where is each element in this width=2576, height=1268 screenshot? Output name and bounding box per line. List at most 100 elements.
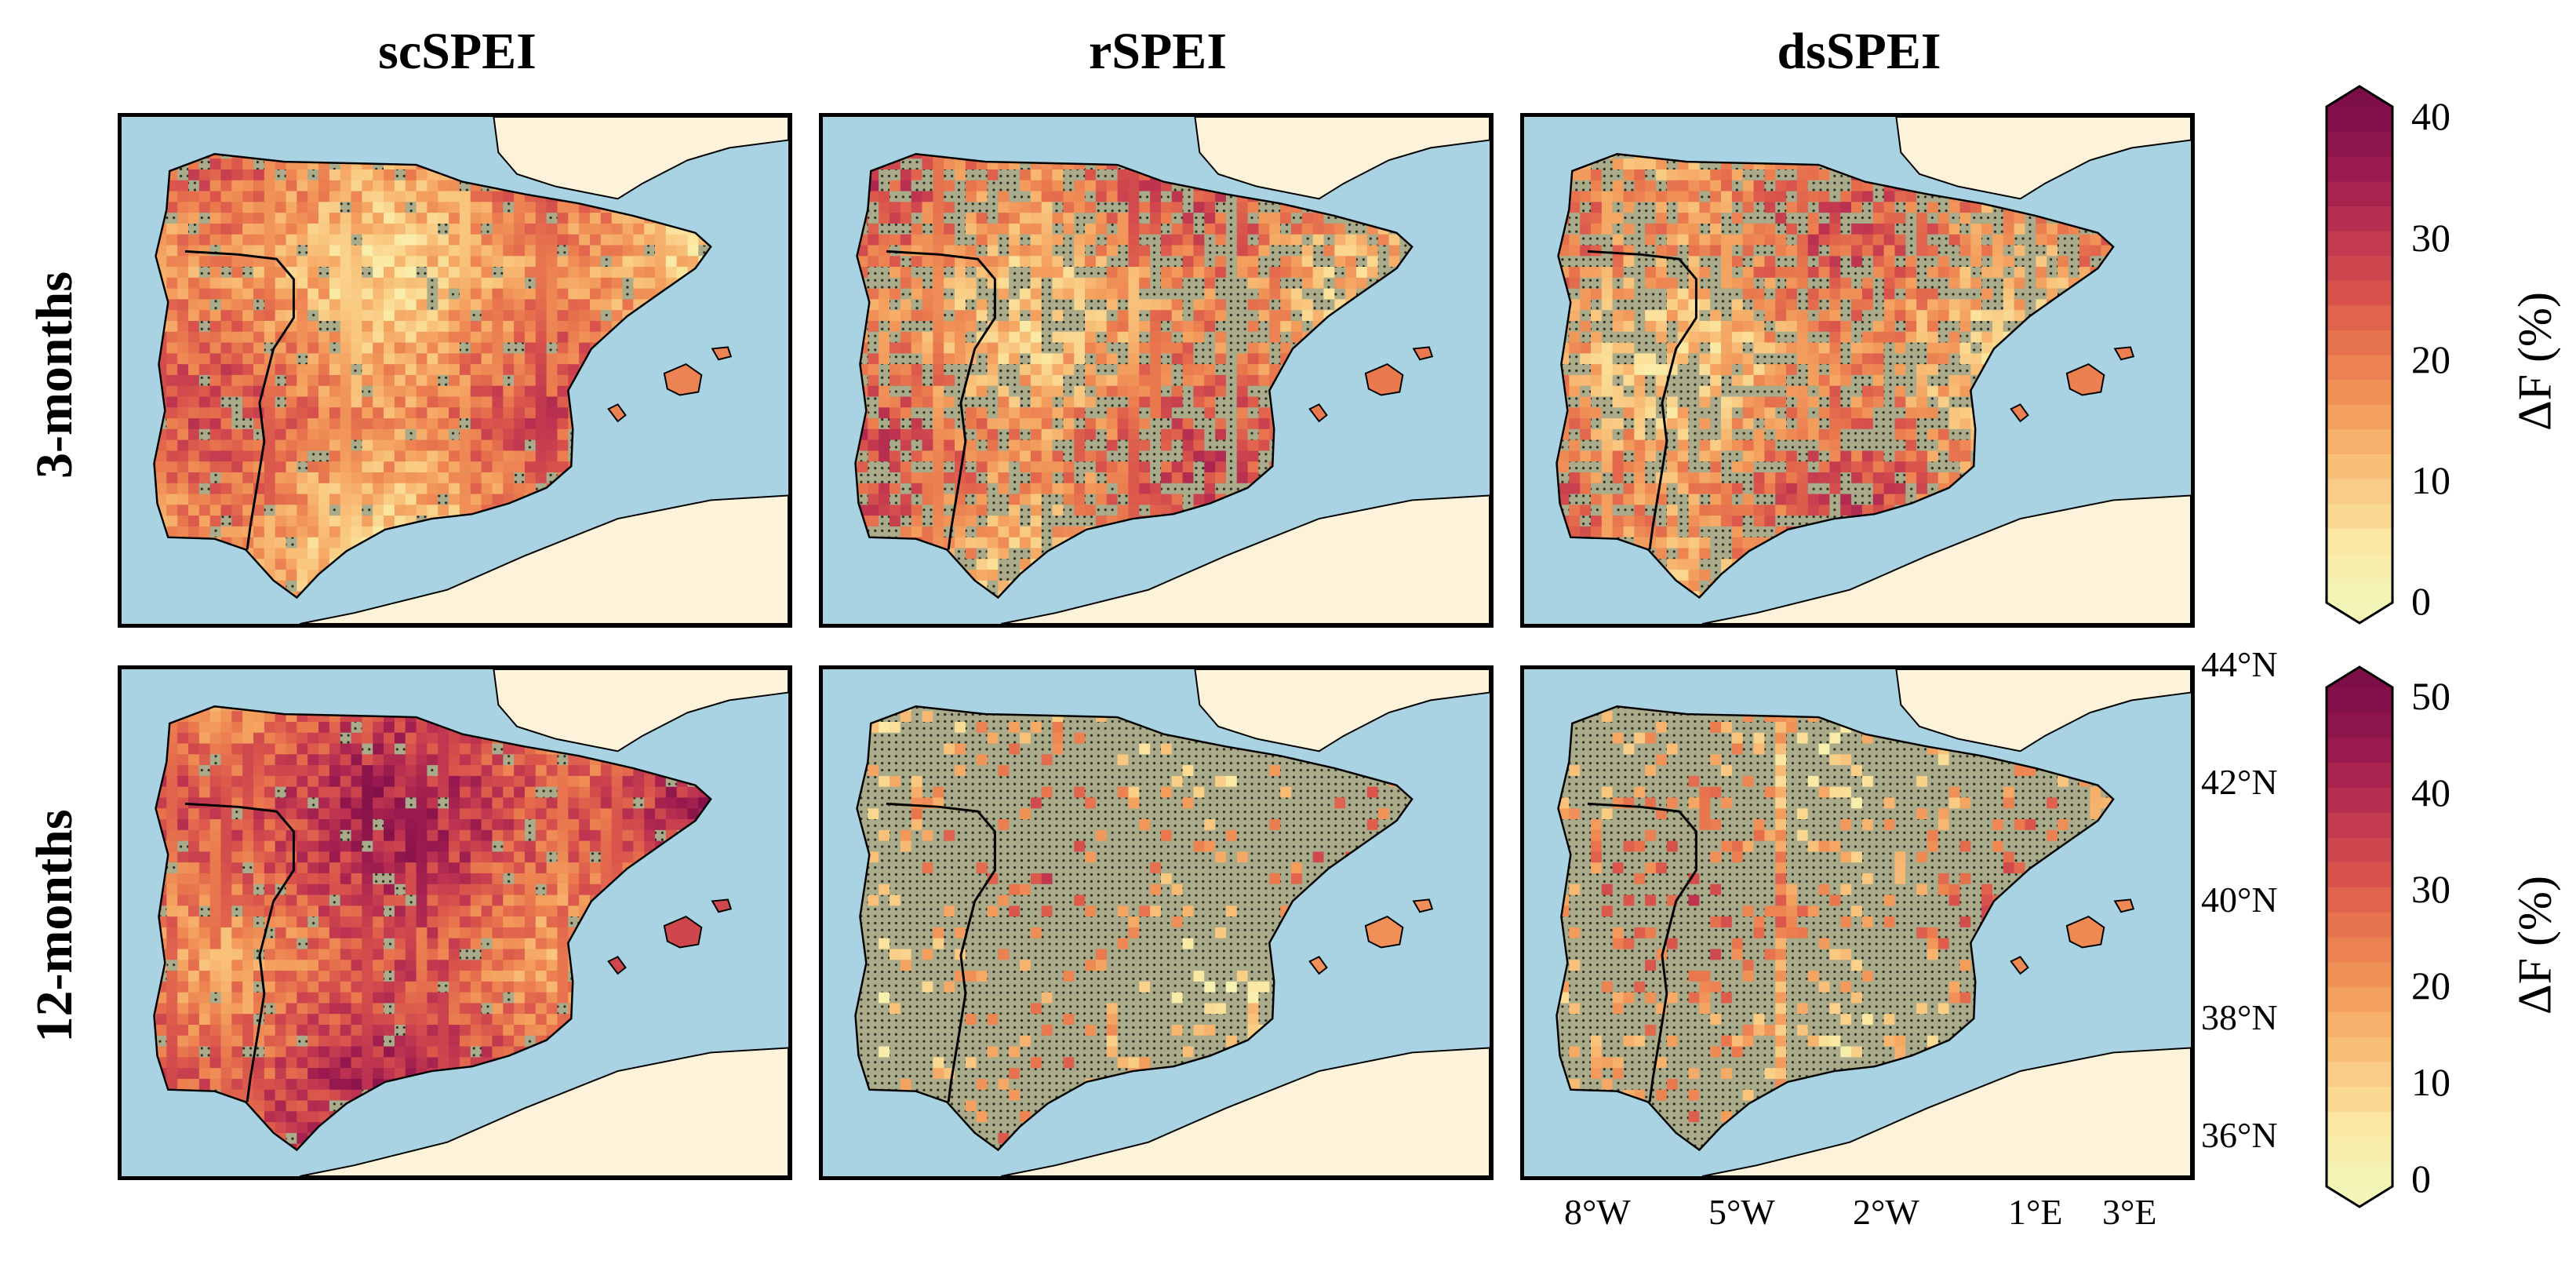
colorbar-segment xyxy=(2327,552,2392,578)
colorbar-segment xyxy=(2327,787,2392,813)
map-panel-scspei-12-months xyxy=(118,665,792,1180)
colorbar-segment xyxy=(2327,131,2392,157)
balearic-island xyxy=(2065,916,2105,949)
colorbar-tick-40: 40 xyxy=(2411,94,2450,138)
colorbar-segment xyxy=(2327,1037,2392,1062)
spain-portugal-border xyxy=(886,250,996,550)
balearic-island xyxy=(711,898,733,913)
colorbar-12-months xyxy=(2325,665,2394,1208)
longitude-label-1e: 1°E xyxy=(2008,1192,2063,1232)
iberia-coastline xyxy=(854,153,1414,599)
spain-portugal-border xyxy=(184,250,295,550)
colorbar-segment xyxy=(2327,404,2392,430)
map-svg xyxy=(823,117,1490,624)
colorbar-segment xyxy=(2327,255,2392,281)
latitude-label-36n: 36°N xyxy=(2201,1115,2278,1155)
france-land xyxy=(493,669,788,752)
colorbar-segment xyxy=(2327,762,2392,788)
colorbar-segment xyxy=(2327,862,2392,887)
colorbar-tick-20: 20 xyxy=(2411,337,2450,381)
colorbar-3-months xyxy=(2325,85,2394,625)
balearic-island xyxy=(607,403,627,423)
colorbar-segment xyxy=(2327,280,2392,306)
colorbar-segment xyxy=(2327,712,2392,738)
balearic-island xyxy=(663,916,703,949)
latitude-label-44n: 44°N xyxy=(2201,644,2278,684)
colorbar-label-3-months: ΔF (%) xyxy=(2509,292,2561,431)
balearic-island xyxy=(2010,956,2029,975)
colorbar-segment xyxy=(2327,578,2392,603)
colorbar-segment xyxy=(2327,1011,2392,1037)
longitude-label-5w: 5°W xyxy=(1708,1192,1775,1232)
colorbar-segment xyxy=(2327,180,2392,206)
colorbar-tick-50: 50 xyxy=(2411,674,2450,718)
balearic-island xyxy=(1412,346,1434,361)
colorbar-segment xyxy=(2327,428,2392,454)
colorbar-tick-0b: 0 xyxy=(2411,1157,2431,1201)
colorbar-segment xyxy=(2327,737,2392,763)
balearic-island xyxy=(1308,956,1328,975)
map-panel-dsspei-12-months xyxy=(1520,665,2195,1180)
africa-land xyxy=(300,494,788,624)
colorbar-min-extend xyxy=(2327,603,2392,623)
colorbar-segment xyxy=(2327,528,2392,554)
map-svg xyxy=(122,117,788,624)
map-svg xyxy=(122,669,788,1176)
colorbar-segment xyxy=(2327,231,2392,257)
colorbar-segment xyxy=(2327,1086,2392,1113)
spain-portugal-border xyxy=(184,802,295,1102)
colorbar-svg-3-months xyxy=(2325,85,2394,625)
africa-land xyxy=(300,1047,788,1176)
colorbar-segment xyxy=(2327,687,2392,713)
colorbar-outline xyxy=(2325,665,2394,1208)
balearic-island xyxy=(1308,403,1328,423)
colorbar-label-12-months: ΔF (%) xyxy=(2509,876,2561,1015)
colorbar-tick-0: 0 xyxy=(2411,579,2431,623)
iberia-coastline xyxy=(1555,705,2115,1152)
colorbar-segment xyxy=(2327,912,2392,938)
france-land xyxy=(493,117,788,200)
colorbar-tick-30: 30 xyxy=(2411,216,2450,260)
colorbar-segment xyxy=(2327,107,2392,133)
colorbar-svg-12-months xyxy=(2325,665,2394,1208)
iberia-coastline xyxy=(153,705,712,1152)
colorbar-segment xyxy=(2327,503,2392,529)
colorbar-segment xyxy=(2327,812,2392,838)
france-land xyxy=(1895,669,2191,752)
iberia-coastline xyxy=(1555,153,2115,599)
colorbar-segment xyxy=(2327,156,2392,182)
longitude-label-8w: 8°W xyxy=(1564,1192,1631,1232)
colorbar-segment xyxy=(2327,1136,2392,1162)
balearic-island xyxy=(663,363,703,396)
africa-land xyxy=(1001,1047,1490,1176)
longitude-label-2w: 2°W xyxy=(1853,1192,1919,1232)
spain-portugal-border xyxy=(886,802,996,1102)
africa-land xyxy=(1702,494,2191,624)
colorbar-min-extend xyxy=(2327,1186,2392,1207)
balearic-island xyxy=(607,956,627,975)
colorbar-tick-30b: 30 xyxy=(2411,867,2450,911)
colorbar-segment xyxy=(2327,479,2392,505)
colorbar-segment xyxy=(2327,937,2392,963)
colorbar-tick-40b: 40 xyxy=(2411,771,2450,814)
map-svg xyxy=(1524,117,2191,624)
map-panel-rspei-3-months xyxy=(819,113,1494,628)
latitude-label-40n: 40°N xyxy=(2201,880,2278,920)
colorbar-segment xyxy=(2327,304,2392,330)
colorbar-segment xyxy=(2327,986,2392,1012)
row-title-3-months: 3-months xyxy=(26,271,83,479)
map-panel-rspei-12-months xyxy=(819,665,1494,1180)
colorbar-segment xyxy=(2327,1111,2392,1137)
iberia-coastline xyxy=(854,705,1414,1152)
column-title-rspei: rSPEI xyxy=(1088,23,1228,80)
longitude-label-3e: 3°E xyxy=(2102,1192,2157,1232)
column-title-scspei: scSPEI xyxy=(378,23,537,80)
latitude-label-38n: 38°N xyxy=(2201,997,2278,1037)
france-land xyxy=(1194,117,1490,200)
colorbar-segment xyxy=(2327,330,2392,355)
colorbar-tick-10: 10 xyxy=(2411,458,2450,502)
colorbar-segment xyxy=(2327,1161,2392,1187)
spain-portugal-border xyxy=(1587,802,1697,1102)
colorbar-segment xyxy=(2327,887,2392,913)
balearic-island xyxy=(1412,898,1434,913)
